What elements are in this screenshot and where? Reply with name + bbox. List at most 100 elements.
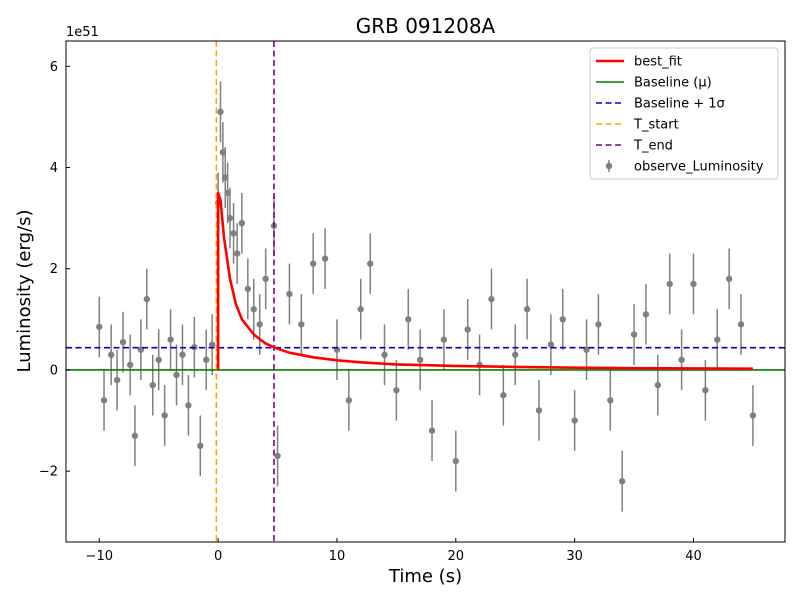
data-marker	[737, 321, 745, 328]
legend-label: best_fit	[634, 55, 682, 70]
y-axis-label: Luminosity (erg/s)	[14, 210, 35, 373]
data-marker	[702, 386, 709, 394]
legend-label: Baseline + 1σ	[634, 97, 725, 112]
observation-point	[512, 324, 519, 386]
data-marker	[256, 321, 263, 328]
data-marker	[222, 174, 229, 181]
data-marker	[367, 260, 374, 267]
data-marker	[208, 341, 216, 348]
data-marker	[725, 275, 733, 283]
legend-baseline-sigma: Baseline + 1σ	[596, 97, 725, 112]
data-marker	[274, 452, 281, 460]
data-marker	[309, 260, 317, 267]
data-marker	[230, 230, 237, 237]
observation-point	[167, 309, 174, 370]
legend-t-start: T_start	[596, 118, 679, 133]
data-marker	[535, 407, 543, 414]
y-tick-label: 2	[50, 262, 58, 277]
observation-point	[226, 187, 234, 249]
observation-point	[179, 324, 186, 386]
observation-point	[274, 425, 281, 487]
data-marker	[714, 336, 721, 343]
data-marker	[452, 457, 460, 465]
observation-point	[309, 233, 317, 295]
observation-point	[678, 329, 685, 391]
observation-point	[500, 364, 507, 426]
data-marker	[107, 351, 115, 358]
observation-point	[737, 294, 745, 355]
observation-point	[559, 288, 566, 350]
data-marker	[203, 356, 210, 364]
observation-point	[155, 329, 162, 391]
data-marker	[654, 381, 662, 389]
data-marker	[179, 351, 186, 358]
data-marker	[161, 412, 168, 419]
y-tick-label: −2	[39, 465, 58, 480]
data-marker	[126, 361, 134, 369]
observation-point	[571, 390, 578, 451]
data-marker	[678, 356, 685, 364]
observation-point	[298, 294, 305, 355]
plot-frame	[65, 40, 786, 543]
observation-point	[357, 278, 364, 340]
data-marker	[113, 376, 121, 384]
data-marker	[262, 275, 269, 283]
data-marker	[100, 397, 108, 404]
reference-lines	[66, 41, 785, 542]
observation-point	[143, 268, 151, 330]
observation-point	[107, 324, 115, 386]
observation-point	[119, 311, 127, 373]
data-marker	[233, 250, 241, 257]
observation-point	[197, 415, 204, 477]
x-axis-label: Time (s)	[388, 566, 462, 587]
data-marker	[219, 149, 227, 156]
observation-point	[416, 329, 424, 391]
data-marker	[345, 397, 353, 404]
observation-point	[222, 147, 229, 208]
data-marker	[547, 341, 555, 348]
y-tick-label: 4	[50, 161, 58, 176]
observation-point	[523, 278, 531, 340]
legend-marker	[605, 162, 613, 170]
observation-point	[161, 385, 168, 446]
observation-point	[630, 304, 638, 365]
observation-point	[233, 223, 241, 284]
observation-point	[428, 400, 436, 462]
data-marker	[607, 397, 614, 404]
observation-point	[321, 228, 329, 289]
x-tick-label: 20	[448, 549, 465, 564]
observation-point	[488, 268, 495, 330]
data-marker	[666, 280, 673, 288]
data-marker	[250, 306, 257, 313]
observation-point	[126, 334, 134, 396]
observation-point	[203, 329, 210, 391]
data-marker	[217, 108, 224, 116]
observation-point	[100, 369, 108, 431]
legend-box	[589, 47, 779, 180]
chart-title: GRB 091208A	[356, 14, 496, 38]
data-marker	[155, 356, 162, 364]
data-marker	[173, 371, 180, 379]
data-marker	[149, 381, 156, 389]
observation-point	[381, 324, 388, 386]
data-marker	[197, 442, 204, 450]
data-marker	[464, 326, 471, 333]
data-marker	[298, 321, 305, 328]
data-marker	[416, 356, 424, 364]
data-marker	[690, 280, 697, 288]
x-tick-label: −10	[86, 549, 113, 564]
data-marker	[642, 311, 650, 318]
data-marker	[96, 323, 103, 331]
data-marker	[749, 412, 757, 419]
observation-point	[749, 385, 757, 446]
observation-point	[173, 344, 180, 406]
observation-point	[230, 202, 237, 264]
best-fit-curve	[216, 191, 753, 370]
x-tick-label: 40	[685, 549, 702, 564]
observation-point	[250, 278, 257, 340]
legend-best-fit: best_fit	[596, 55, 682, 70]
data-marker	[428, 427, 436, 434]
data-marker	[381, 351, 388, 358]
data-marker	[238, 219, 246, 227]
